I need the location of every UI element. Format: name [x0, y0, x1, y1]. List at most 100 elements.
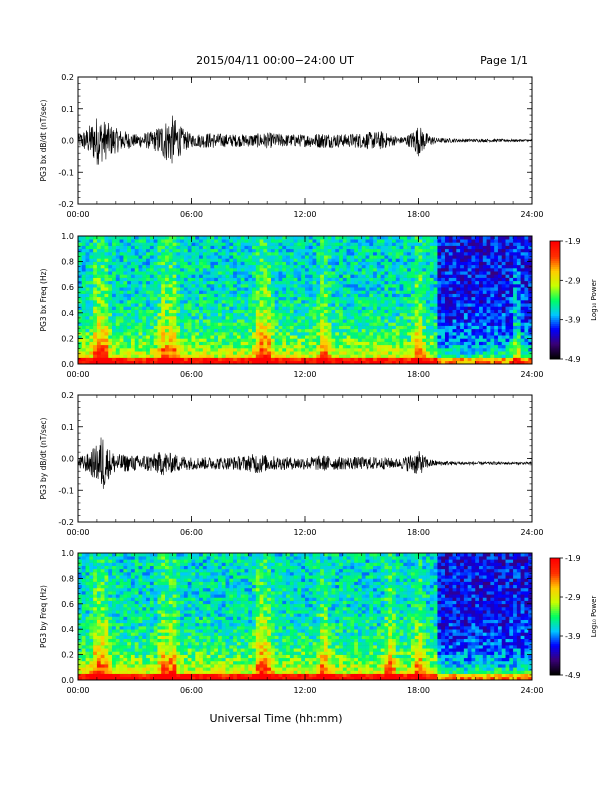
- spectrogram-cell: [210, 274, 215, 278]
- spectrogram-cell: [191, 357, 196, 362]
- spectrogram-cell: [259, 271, 264, 275]
- spectrogram-cell: [357, 325, 363, 330]
- spectrogram-cell: [85, 357, 90, 362]
- spectrogram-cell: [429, 287, 434, 291]
- spectrogram-cell: [240, 360, 245, 365]
- spectrogram-cell: [297, 274, 302, 278]
- spectrogram-cell: [429, 245, 434, 250]
- spectrogram-cell: [509, 255, 514, 259]
- spectrogram-cell: [486, 264, 491, 269]
- spectrogram-cell: [312, 325, 317, 330]
- spectrogram-cell: [217, 236, 223, 240]
- spectrogram-cell: [89, 274, 94, 278]
- spectrogram-cell: [172, 357, 177, 362]
- spectrogram-cell: [278, 245, 283, 250]
- spectrogram-cell: [463, 338, 468, 342]
- spectrogram-cell: [146, 335, 151, 339]
- spectrogram-cell: [312, 335, 317, 339]
- spectrogram-cell: [494, 322, 499, 326]
- colorbar-swatch: [550, 264, 560, 267]
- spectrogram-cell: [221, 338, 226, 342]
- spectrogram-cell: [429, 344, 434, 349]
- spectrogram-cell: [85, 287, 90, 291]
- spectrogram-cell: [513, 287, 518, 291]
- spectrogram-cell: [146, 242, 151, 246]
- spectrogram-cell: [180, 255, 185, 259]
- spectrogram-cell: [524, 268, 529, 272]
- spectrogram-cell: [236, 357, 241, 362]
- spectrogram-cell: [134, 306, 139, 310]
- spectrogram-cell: [191, 306, 196, 310]
- spectrogram-cell: [282, 293, 287, 298]
- spectrogram-cell: [278, 312, 283, 317]
- spectrogram-cell: [388, 236, 393, 240]
- spectrogram-cell: [505, 319, 510, 323]
- spectrogram-cell: [407, 328, 412, 333]
- spectrogram-cell: [490, 271, 495, 275]
- spectrogram-cell: [240, 239, 245, 243]
- spectrogram-cell: [104, 354, 109, 358]
- spectrogram-cell: [195, 303, 200, 307]
- spectrogram-cell: [206, 296, 211, 301]
- spectrogram-cell: [199, 332, 204, 336]
- spectrogram-cell: [513, 271, 518, 275]
- spectrogram-cell: [214, 290, 219, 294]
- spectrogram-cell: [153, 287, 158, 291]
- colorbar-swatch: [550, 258, 560, 262]
- spectrogram-cell: [153, 300, 158, 304]
- spectrogram-cell: [229, 306, 234, 310]
- spectrogram-cell: [165, 306, 170, 310]
- spectrogram-cell: [380, 325, 385, 330]
- spectrogram-cell: [384, 239, 389, 243]
- spectrogram-cell: [410, 293, 416, 298]
- spectrogram-cell: [422, 316, 427, 320]
- spectrogram-cell: [354, 284, 359, 288]
- spectrogram-cell: [524, 319, 529, 323]
- spectrogram-cell: [233, 255, 238, 259]
- spectrogram-cell: [395, 277, 400, 282]
- colorbar-swatch: [550, 250, 560, 254]
- spectrogram-cell: [286, 309, 291, 314]
- spectrogram-cell: [165, 328, 170, 333]
- spectrogram-cell: [403, 284, 408, 288]
- spectrogram-cell: [153, 277, 158, 282]
- spectrogram-cell: [153, 261, 158, 266]
- spectrogram-cell: [516, 303, 521, 307]
- spectrogram-cell: [524, 328, 529, 333]
- spectrogram-cell: [214, 300, 219, 304]
- spectrogram-cell: [346, 290, 351, 294]
- spectrogram-cell: [369, 316, 374, 320]
- spectrogram-cell: [433, 239, 438, 243]
- spectrogram-cell: [426, 312, 431, 317]
- spectrogram-cell: [199, 287, 204, 291]
- spectrogram-cell: [138, 335, 143, 339]
- spectrogram-cell: [414, 296, 419, 301]
- colorbar-swatch: [550, 262, 560, 265]
- spectrogram-cell: [267, 258, 272, 262]
- spectrogram-cell: [399, 296, 404, 301]
- spectrogram-cell: [270, 351, 276, 355]
- spectrogram-cell: [365, 258, 370, 262]
- spectrogram-cell: [225, 316, 230, 320]
- spectrogram-cell: [335, 261, 340, 266]
- spectrogram-cell: [267, 309, 272, 314]
- spectrogram-cell: [123, 335, 128, 339]
- spectrogram-cell: [494, 341, 499, 346]
- spectrogram-cell: [346, 293, 351, 298]
- spectrogram-cell: [373, 271, 378, 275]
- spectrogram-cell: [410, 312, 416, 317]
- spectrogram-cell: [475, 245, 480, 250]
- spectrogram-cell: [172, 261, 177, 266]
- spectrogram-cell: [528, 287, 533, 291]
- spectrogram-cell: [316, 360, 321, 365]
- spectrogram-cell: [233, 341, 238, 346]
- spectrogram-cell: [388, 296, 393, 301]
- spectrogram-cell: [528, 319, 533, 323]
- spectrogram-cell: [505, 306, 510, 310]
- spectrogram-cell: [418, 335, 423, 339]
- spectrogram-cell: [214, 271, 219, 275]
- spectrogram-cell: [331, 261, 336, 266]
- spectrogram-cell: [407, 290, 412, 294]
- spectrogram-cell: [108, 319, 113, 323]
- spectrogram-cell: [301, 306, 306, 310]
